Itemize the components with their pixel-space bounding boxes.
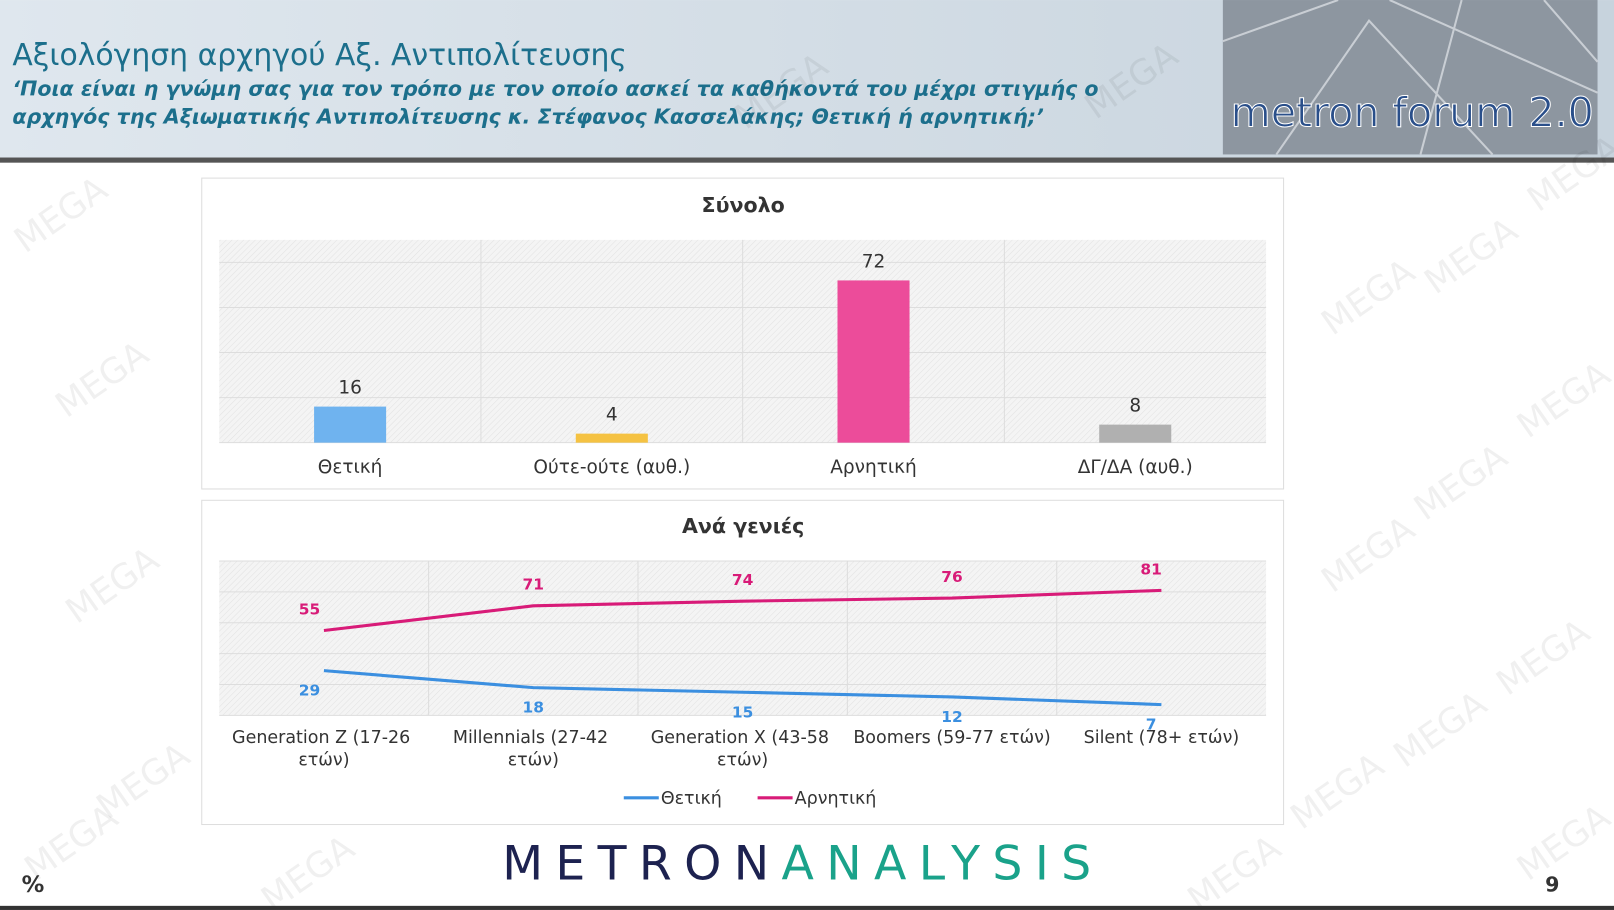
legend-label: Θετική — [661, 789, 722, 809]
x-tick-label: Αρνητική — [830, 457, 917, 478]
bar — [575, 433, 648, 443]
header-rule — [0, 157, 1614, 163]
watermark: MEGA — [49, 334, 157, 426]
data-label: 76 — [941, 568, 962, 586]
bar — [1099, 424, 1172, 443]
data-label: 71 — [523, 576, 544, 594]
brand: METRONANALYSIS — [502, 837, 1103, 892]
watermark: MEGA — [254, 828, 362, 910]
watermark: MEGA — [59, 540, 167, 632]
watermark: MEGA — [1407, 437, 1515, 529]
chart-title: Σύνολο — [702, 193, 785, 217]
data-label: 55 — [299, 600, 320, 618]
chart-title: Ανά γενιές — [682, 514, 804, 538]
watermark: MEGA — [1284, 746, 1392, 838]
watermark: MEGA — [1418, 210, 1526, 302]
data-label: 7 — [1146, 716, 1157, 734]
watermark: MEGA — [1181, 828, 1289, 910]
data-label: 12 — [941, 708, 962, 726]
data-label: 29 — [299, 682, 320, 700]
x-tick-label: Boomers (59-77 ετών) — [853, 728, 1050, 748]
data-label: 4 — [606, 405, 618, 426]
x-tick-label: Generation Z (17-26 ετών) — [232, 728, 416, 771]
watermark: MEGA — [1490, 612, 1598, 704]
data-label: 15 — [732, 703, 753, 721]
data-label: 16 — [338, 378, 362, 399]
bar — [837, 280, 910, 443]
footer-rule — [0, 905, 1614, 910]
unit: % — [22, 872, 45, 898]
watermark: MEGA — [1387, 684, 1495, 776]
plot-area — [219, 561, 1267, 716]
line — [323, 588, 1162, 633]
x-tick-label: Silent (78+ ετών) — [1084, 728, 1240, 748]
logo: metron forum 2.0 — [1222, 0, 1599, 156]
subtitle: ‘Ποια είναι η γνώμη σας για τον τρόπο με… — [12, 77, 1098, 101]
watermark: MEGA — [1510, 355, 1614, 447]
data-label: 8 — [1129, 396, 1141, 417]
page-number: 9 — [1545, 872, 1559, 896]
line — [323, 669, 1162, 707]
data-label: 81 — [1140, 560, 1161, 578]
x-tick-label: Θετική — [318, 457, 383, 478]
data-label: 72 — [862, 251, 886, 272]
watermark: MEGA — [1315, 252, 1423, 344]
title: Αξιολόγηση αρχηγού Αξ. Αντιπολίτευσης — [12, 38, 627, 73]
bar — [314, 406, 387, 443]
data-label: 74 — [732, 571, 754, 589]
x-tick-label: Ούτε-ούτε (αυθ.) — [533, 457, 690, 478]
x-tick-label: Millennials (27-42 ετών) — [453, 728, 614, 771]
x-tick-label: Generation X (43-58 ετών) — [651, 728, 835, 771]
legend-label: Αρνητική — [795, 789, 877, 809]
watermark: MEGA — [1315, 509, 1423, 601]
x-tick-label: ΔΓ/ΔΑ (αυθ.) — [1078, 457, 1193, 478]
watermark: MEGA — [1510, 797, 1614, 889]
watermark: MEGA — [7, 169, 115, 261]
subtitle: αρχηγός της Αξιωματικής Αντιπολίτευσης κ… — [12, 104, 1044, 128]
logo-text: metron forum 2.0 — [1231, 88, 1594, 136]
data-label: 18 — [523, 699, 544, 717]
